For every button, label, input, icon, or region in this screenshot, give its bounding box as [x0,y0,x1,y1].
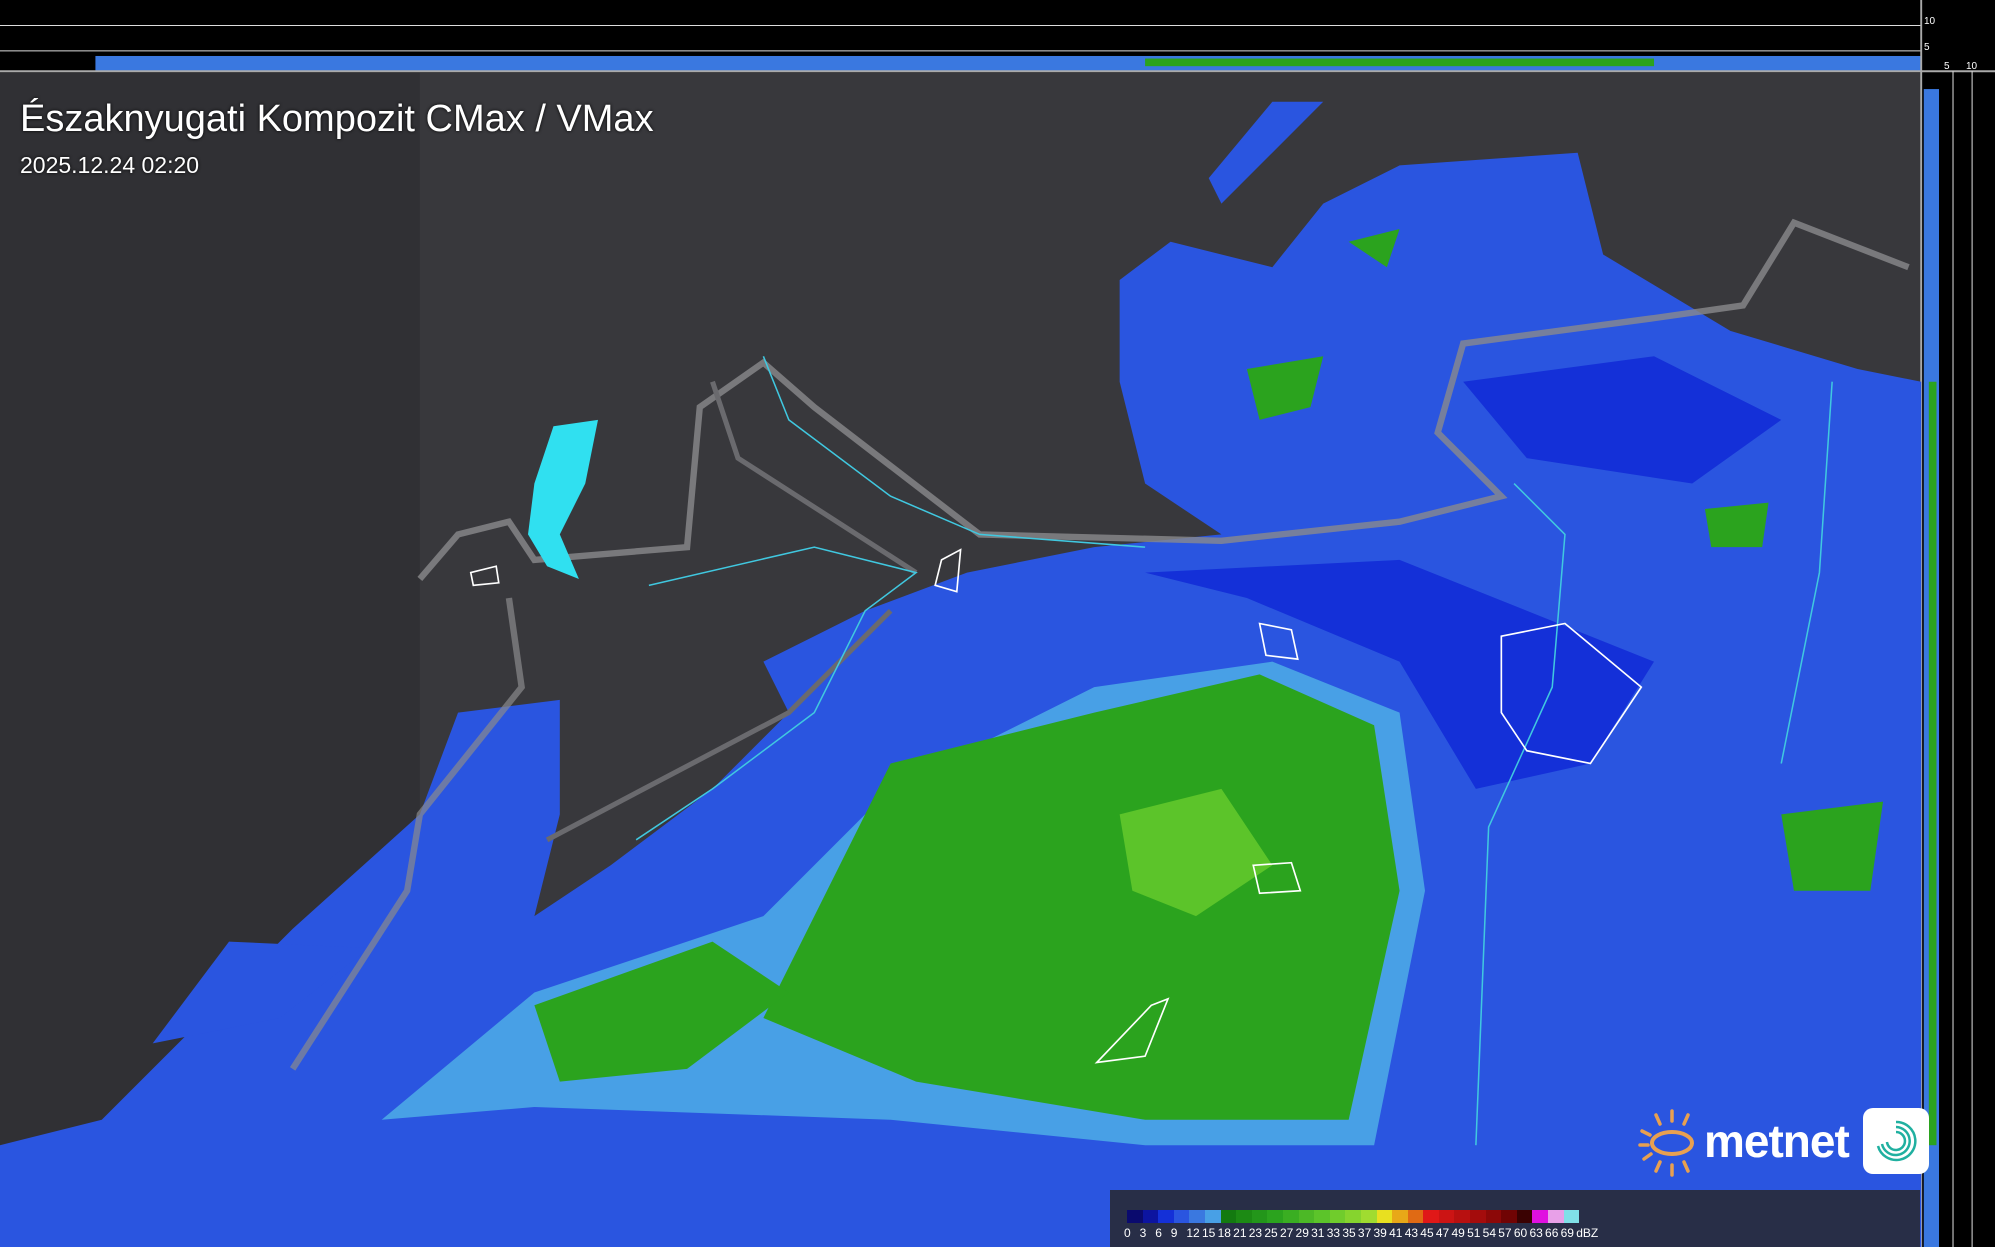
legend-swatch [1376,1210,1393,1223]
legend-swatch [1501,1210,1517,1223]
legend-label: 27 [1279,1226,1294,1240]
city-outline [1500,622,1643,765]
legend-swatch [1345,1210,1361,1223]
legend-label: 37 [1357,1226,1372,1240]
profile-tick-label: 5 [1944,61,1950,72]
legend-label: 69 [1560,1226,1574,1240]
legend-swatch [1298,1210,1315,1223]
legend-label: 43 [1404,1226,1419,1240]
legend-label: 54 [1482,1226,1497,1240]
radar-echo-lightgreen [1119,788,1273,917]
legend-swatch [1251,1210,1268,1223]
radar-echo-green [534,941,789,1082]
legend-swatch [1563,1210,1580,1223]
legend-label: 33 [1326,1226,1341,1240]
region-border [545,380,918,843]
river [635,356,1833,1146]
right-profile-strip-core [1928,381,1937,1146]
legend-unit: dBZ [1576,1226,1599,1240]
legend-swatch [1189,1210,1205,1223]
legend-label: 39 [1373,1226,1387,1240]
legend-swatch [1329,1210,1346,1223]
legend-label: 21 [1233,1226,1247,1240]
radar-echo-green [763,674,1400,1120]
radar-echo-blue [1208,101,1324,204]
legend-label: 9 [1170,1226,1178,1240]
page-title: Északnyugati Kompozit CMax / VMax [20,98,654,140]
country-border [417,218,1910,582]
legend-label: 15 [1201,1226,1216,1240]
legend-swatch [1220,1210,1237,1223]
legend-swatch [1142,1210,1159,1223]
city-outline [469,548,1302,1064]
legend-swatch [1454,1210,1471,1223]
country-border [289,597,525,1071]
legend-labels: 0 3 6 9 12 15 18 21 23 25 27 29 31 33 35 37 39 41 43 45 47 49… [1124,1226,1599,1240]
legend-label: 12 [1186,1226,1200,1240]
timestamp: 2025.12.24 02:20 [20,152,200,178]
legend-swatch [1470,1210,1486,1223]
legend-swatches [1127,1210,1580,1223]
legend-label: 45 [1420,1226,1434,1240]
legend-label: 0 [1124,1226,1131,1240]
legend-label: 6 [1155,1226,1162,1240]
legend-swatch [1532,1210,1549,1223]
legend-label: 35 [1342,1226,1356,1240]
legend-swatch [1360,1210,1377,1223]
profile-tick-label: 10 [1966,61,1978,72]
legend-swatch [1314,1210,1330,1223]
legend-label: 51 [1467,1226,1481,1240]
dbz-legend: 0 3 6 9 12 15 18 21 23 25 27 29 31 33 35 37 39 41 43 45 47 49… [1110,1190,1920,1247]
brand-name: metnet [1704,1115,1850,1167]
legend-label: 63 [1529,1226,1543,1240]
legend-label: 25 [1264,1226,1278,1240]
radar-echo-green [1246,229,1884,891]
sun-icon [1638,1109,1694,1177]
metnet-logo: metnet [1638,1105,1929,1177]
legend-label: 66 [1545,1226,1559,1240]
radar-echo-darkblue [1145,559,1655,789]
legend-swatch [1204,1210,1221,1223]
legend-swatch [1267,1210,1283,1223]
legend-label: 23 [1248,1226,1263,1240]
legend-label: 29 [1295,1226,1309,1240]
legend-label: 49 [1451,1226,1465,1240]
radar-brand-icon [1862,1108,1929,1174]
legend-swatch [1438,1210,1455,1223]
legend-swatch [1173,1210,1190,1223]
legend-swatch [1485,1210,1502,1223]
radar-echo-blue [152,941,369,1044]
legend-label: 18 [1217,1226,1231,1240]
legend-label: 57 [1498,1226,1512,1240]
legend-label: 41 [1389,1226,1403,1240]
radar-echo-darkblue [1463,356,1782,484]
legend-label: 3 [1139,1226,1147,1240]
legend-swatch [1516,1210,1533,1223]
top-profile-strip-core [1145,58,1655,67]
legend-swatch [1236,1210,1252,1223]
legend-swatch [1392,1210,1408,1223]
legend-label: 31 [1311,1226,1325,1240]
lake [528,419,598,579]
legend-swatch [1423,1210,1439,1223]
legend-label: 47 [1435,1226,1450,1240]
legend-swatch [1127,1210,1143,1223]
legend-label: 60 [1513,1226,1528,1240]
legend-swatch [1282,1210,1299,1223]
legend-swatch [1158,1210,1174,1223]
profile-tick-label: 5 [1924,42,1930,53]
legend-swatch [1548,1210,1564,1223]
profile-tick-label: 10 [1924,16,1936,27]
legend-swatch [1407,1210,1424,1223]
